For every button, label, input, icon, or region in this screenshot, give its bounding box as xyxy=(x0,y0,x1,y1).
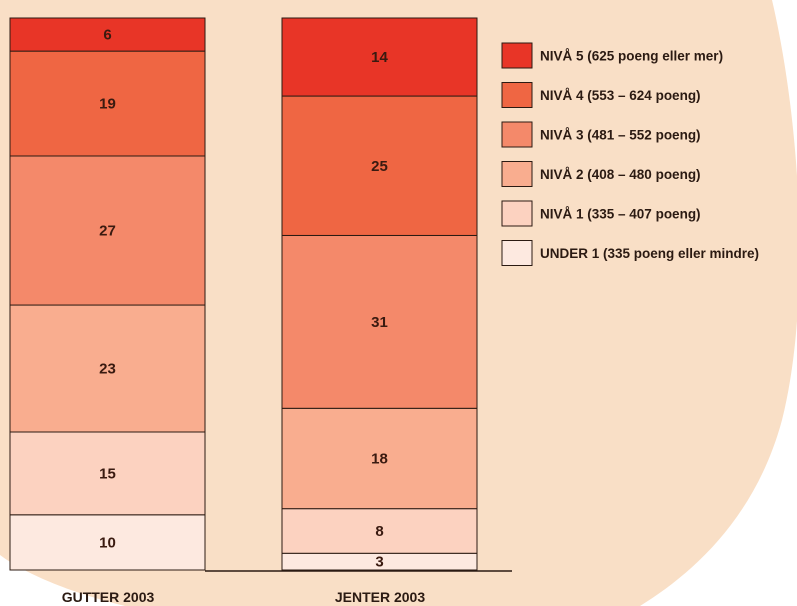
legend-swatch xyxy=(501,42,533,69)
bar-segment xyxy=(9,17,206,52)
legend-label: UNDER 1 (335 poeng eller mindre) xyxy=(540,246,759,261)
segment-value-label: 15 xyxy=(99,465,116,482)
segment-value-label: 23 xyxy=(99,361,116,378)
segment-value-label: 10 xyxy=(99,534,116,551)
bar-segment xyxy=(9,514,206,571)
segment-value-label: 31 xyxy=(371,314,388,331)
segment-value-label: 14 xyxy=(371,49,388,66)
category-labels-group: GUTTER 2003 JENTER 2003 xyxy=(62,589,426,605)
bar-segment xyxy=(9,304,206,433)
legend-swatch xyxy=(501,82,533,108)
legend-label: NIVÅ 3 (481 – 552 poeng) xyxy=(540,128,701,143)
legend-label: NIVÅ 4 (553 – 624 poeng) xyxy=(540,88,701,103)
segment-value-label: 19 xyxy=(99,96,116,113)
bar-segment xyxy=(281,234,478,409)
category-label: JENTER 2003 xyxy=(335,589,425,605)
segment-labels-group: 10 15 23 27 19 6 3 8 18 31 25 14 xyxy=(99,27,388,571)
legend-label: NIVÅ 2 (408 – 480 poeng) xyxy=(540,167,701,182)
bars-group xyxy=(9,17,478,571)
legend-swatch xyxy=(501,121,533,148)
legend-swatch xyxy=(501,161,533,187)
segment-value-label: 18 xyxy=(371,450,388,467)
segment-value-label: 8 xyxy=(375,523,383,540)
segment-value-label: 3 xyxy=(375,554,383,571)
legend-swatch xyxy=(501,200,533,227)
bar-segment xyxy=(9,155,206,306)
segment-value-label: 25 xyxy=(371,158,388,175)
legend-label: NIVÅ 5 (625 poeng eller mer) xyxy=(540,49,723,64)
segment-value-label: 6 xyxy=(103,27,111,44)
legend-swatch xyxy=(501,240,533,266)
category-label: GUTTER 2003 xyxy=(62,589,155,605)
segment-value-label: 27 xyxy=(99,223,116,240)
legend: NIVÅ 5 (625 poeng eller mer) NIVÅ 4 (553 … xyxy=(501,42,759,266)
bar-segment xyxy=(281,17,478,97)
bar-segment xyxy=(281,95,478,236)
legend-label: NIVÅ 1 (335 – 407 poeng) xyxy=(540,207,701,222)
bar-segment xyxy=(9,431,206,516)
bar-segment xyxy=(281,508,478,554)
